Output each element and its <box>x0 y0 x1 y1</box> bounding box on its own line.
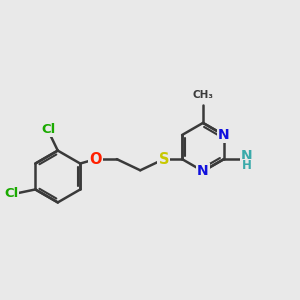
Text: N: N <box>197 164 209 178</box>
Text: S: S <box>159 152 169 166</box>
Text: Cl: Cl <box>42 123 56 136</box>
Text: H: H <box>242 159 251 172</box>
Text: N: N <box>241 149 252 163</box>
Text: Cl: Cl <box>4 188 18 200</box>
Text: N: N <box>218 128 230 142</box>
Text: O: O <box>89 152 102 166</box>
Text: CH₃: CH₃ <box>193 90 214 100</box>
